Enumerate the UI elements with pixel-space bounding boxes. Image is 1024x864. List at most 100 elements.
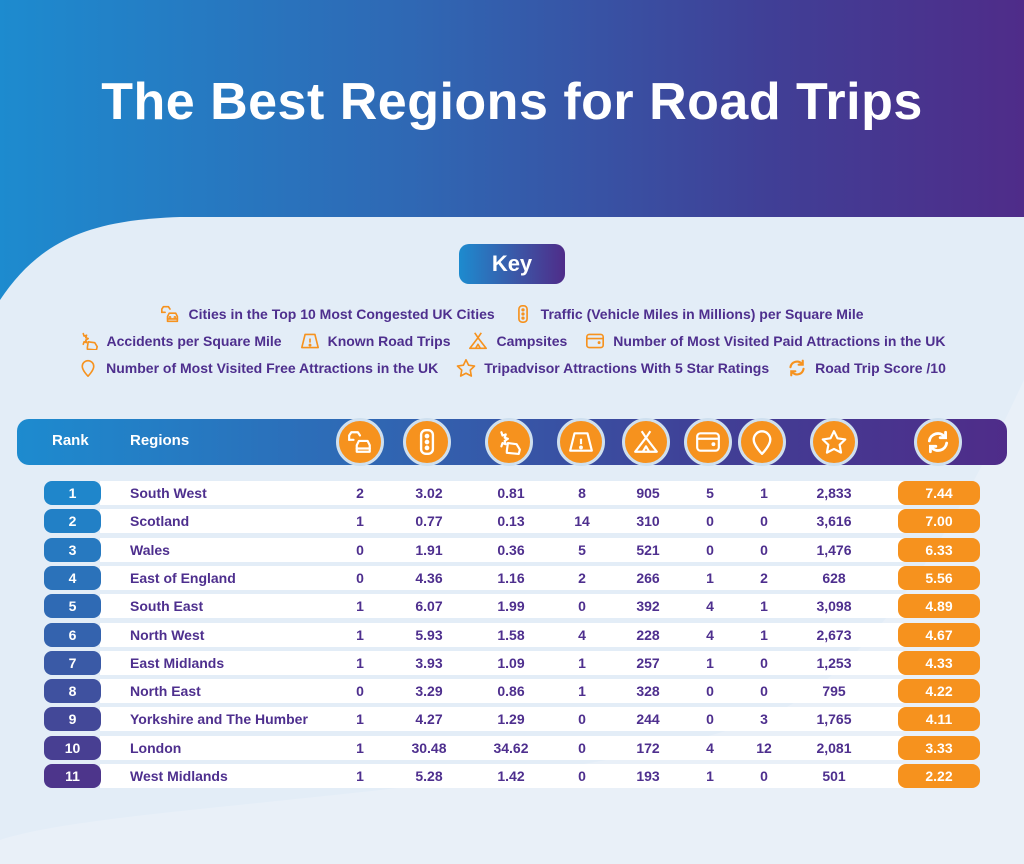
congested-value: 1: [356, 768, 364, 784]
traffic-value: 5.28: [415, 768, 443, 784]
rank-badge: 1: [44, 481, 101, 505]
legend-label: Cities in the Top 10 Most Congested UK C…: [188, 306, 495, 322]
column-header-free-attractions: [738, 418, 786, 466]
congested-value: 1: [356, 739, 364, 756]
table-row: 6 North West 1 5.93 1.58 4 228 4 1 2,673…: [44, 622, 980, 647]
car-crash-icon: [79, 332, 99, 350]
table-row: 3 Wales 0 1.91 0.36 5 521 0 0 1,476 6.33: [44, 537, 980, 562]
road-trips-value: 0: [578, 768, 586, 784]
row-background: [100, 622, 960, 647]
region-name: West Midlands: [130, 768, 228, 784]
paid-attractions-value: 1: [706, 569, 714, 586]
congested-value: 1: [356, 626, 364, 643]
rank-badge: 7: [44, 650, 101, 675]
legend-item-score: Road Trip Score /10: [787, 359, 946, 377]
row-background: [100, 481, 960, 505]
traffic-value: 3.29: [415, 683, 443, 700]
row-background: [100, 650, 960, 675]
wallet-icon: [585, 332, 605, 350]
traffic-value: 3.02: [415, 485, 443, 501]
legend-row-3: Number of Most Visited Free Attractions …: [0, 359, 1024, 377]
accidents-value: 0.86: [497, 683, 525, 700]
region-name: South West: [130, 485, 207, 501]
road-trips-value: 14: [574, 513, 590, 530]
traffic-value: 30.48: [411, 739, 447, 756]
column-header-campsites: [622, 418, 670, 466]
road-trips-value: 4: [578, 626, 586, 643]
congested-value: 1: [356, 654, 364, 671]
score-badge: 7.00: [898, 509, 980, 534]
campsites-value: 228: [636, 626, 660, 643]
traffic-value: 1.91: [415, 541, 443, 558]
score-badge: 4.67: [898, 622, 980, 647]
legend-item-accidents: Accidents per Square Mile: [79, 332, 282, 350]
row-background: [100, 679, 960, 704]
campsites-value: 266: [636, 569, 660, 586]
row-background: [100, 594, 960, 619]
tripadvisor-value: 3,616: [816, 513, 852, 530]
free-attractions-value: 3: [760, 711, 768, 728]
row-background: [100, 509, 960, 534]
traffic-value: 4.36: [415, 569, 443, 586]
legend-row-1: Cities in the Top 10 Most Congested UK C…: [0, 305, 1024, 323]
region-name: East Midlands: [130, 654, 225, 671]
row-background: [100, 764, 960, 788]
tent-icon: [468, 332, 488, 350]
legend-label: Known Road Trips: [327, 333, 451, 349]
paid-attractions-value: 0: [706, 541, 714, 558]
free-attractions-value: 1: [760, 598, 768, 615]
campsites-value: 172: [636, 739, 660, 756]
accidents-value: 1.16: [497, 569, 525, 586]
table-row: 1 South West 2 3.02 0.81 8 905 5 1 2,833…: [44, 481, 980, 505]
paid-attractions-value: 0: [706, 711, 714, 728]
tripadvisor-value: 2,673: [816, 626, 852, 643]
rank-badge: 2: [44, 509, 101, 534]
legend-item-traffic: Traffic (Vehicle Miles in Millions) per …: [513, 305, 864, 323]
column-header-accidents: [485, 418, 533, 466]
legend-item-road-trips: Known Road Trips: [300, 332, 451, 350]
legend-item-paid-attractions: Number of Most Visited Paid Attractions …: [585, 332, 945, 350]
rank-column-header: Rank: [52, 432, 89, 449]
paid-attractions-value: 4: [706, 739, 714, 756]
map-pin-icon: [78, 359, 98, 377]
campsites-value: 257: [636, 654, 660, 671]
region-name: Wales: [130, 541, 170, 558]
row-background: [100, 735, 960, 760]
legend-row-2: Accidents per Square Mile Known Road Tri…: [0, 332, 1024, 350]
legend-label: Campsites: [496, 333, 568, 349]
paid-attractions-value: 5: [706, 485, 714, 501]
free-attractions-value: 1: [760, 626, 768, 643]
refresh-icon: [787, 359, 807, 377]
refresh-icon: [927, 430, 949, 454]
congested-value: 1: [356, 711, 364, 728]
road-trips-value: 0: [578, 598, 586, 615]
congested-value: 0: [356, 541, 364, 558]
accidents-value: 1.09: [497, 654, 525, 671]
road-trips-value: 0: [578, 711, 586, 728]
rank-badge: 8: [44, 679, 101, 704]
traffic-value: 3.93: [415, 654, 443, 671]
tripadvisor-value: 501: [822, 768, 846, 784]
congested-value: 0: [356, 683, 364, 700]
road-trips-value: 2: [578, 569, 586, 586]
paid-attractions-value: 1: [706, 654, 714, 671]
map-pin-icon: [752, 430, 772, 455]
paid-attractions-value: 1: [706, 768, 714, 784]
row-background: [100, 565, 960, 590]
free-attractions-value: 1: [760, 485, 768, 501]
congested-value: 0: [356, 569, 364, 586]
legend-item-tripadvisor: Tripadvisor Attractions With 5 Star Rati…: [456, 359, 769, 377]
traffic-value: 0.77: [415, 513, 443, 530]
road-warning-icon: [300, 332, 320, 350]
legend-item-free-attractions: Number of Most Visited Free Attractions …: [78, 359, 438, 377]
legend-item-congested: Cities in the Top 10 Most Congested UK C…: [160, 305, 495, 323]
region-name: Yorkshire and The Humber: [130, 711, 308, 728]
road-trips-value: 5: [578, 541, 586, 558]
accidents-value: 1.29: [497, 711, 525, 728]
campsites-value: 392: [636, 598, 660, 615]
region-name: South East: [130, 598, 204, 615]
score-badge: 7.44: [898, 481, 980, 505]
tripadvisor-value: 2,081: [816, 739, 852, 756]
column-header-tripadvisor: [810, 418, 858, 466]
tripadvisor-value: 2,833: [816, 485, 852, 501]
